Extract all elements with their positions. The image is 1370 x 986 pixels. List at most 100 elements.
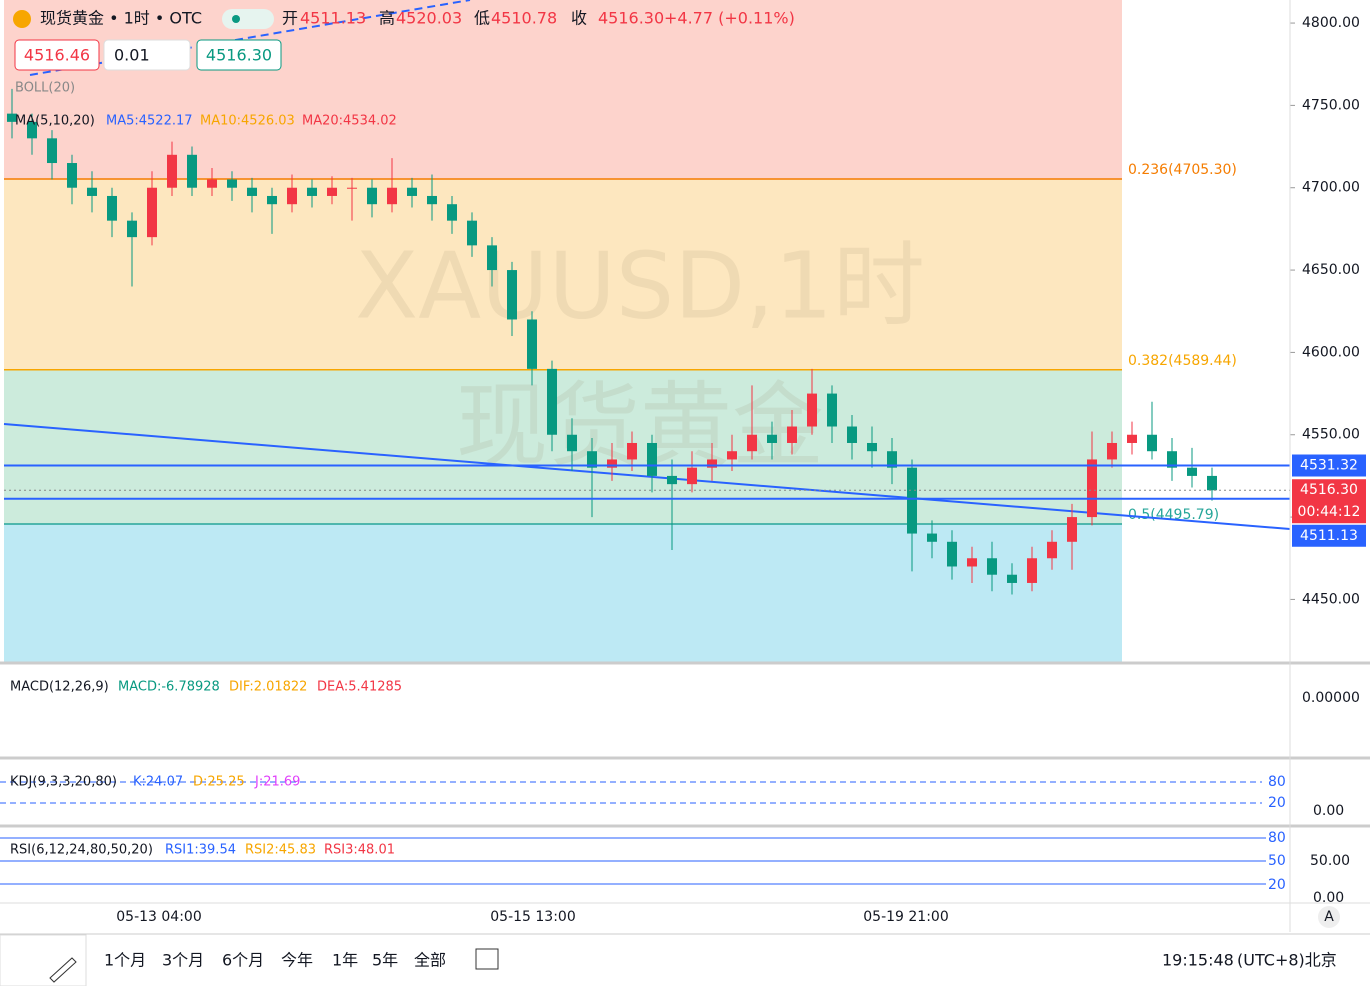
rsi-axis: 50.00: [1310, 853, 1350, 869]
candle-body: [147, 187, 157, 238]
candle-body: [767, 434, 777, 443]
sell-price[interactable]: 4516.46: [24, 46, 90, 65]
close-value: 4516.30: [598, 9, 664, 28]
y-tick-label: 4700.00: [1302, 180, 1360, 196]
buy-price[interactable]: 4516.30: [206, 46, 272, 65]
candle-body: [1007, 574, 1017, 583]
fib-zone: [4, 0, 1122, 180]
candle-body: [907, 467, 917, 534]
candle-body: [627, 442, 637, 460]
candle-body: [1207, 475, 1217, 491]
candle-body: [747, 434, 757, 452]
candle-body: [47, 138, 57, 164]
price-label-box: [1292, 524, 1366, 547]
drawing-tools[interactable]: [0, 934, 87, 986]
symbol[interactable]: 现货黄金 • 1时 • OTC: [40, 9, 202, 28]
market-toggle[interactable]: [222, 9, 274, 29]
buy-box[interactable]: [196, 39, 282, 71]
sell-box[interactable]: [14, 39, 100, 71]
candle-body: [67, 163, 77, 188]
kdj-label: KDJ(9,3,3,20,80): [10, 775, 117, 790]
candle-body: [107, 195, 117, 221]
candle-body: [1127, 434, 1137, 443]
candle-body: [367, 187, 377, 205]
candle-body: [1187, 467, 1197, 476]
x-tick-label: 05-19 21:00: [863, 909, 948, 925]
range-button[interactable]: 3个月: [162, 951, 204, 970]
rsi3: RSI3:48.01: [324, 843, 395, 858]
candle-body: [847, 426, 857, 443]
candle-body: [547, 368, 557, 435]
candle-body: [927, 533, 937, 542]
candle-body: [1027, 558, 1037, 583]
candle-body: [127, 220, 137, 238]
range-button[interactable]: 今年: [281, 951, 313, 970]
boll-label: BOLL(20): [15, 81, 75, 96]
x-tick-label: 05-13 04:00: [116, 909, 201, 925]
pen-icon: [49, 957, 77, 983]
candle-body: [1167, 451, 1177, 468]
high-label: 高: [379, 9, 395, 28]
candle-body: [947, 541, 957, 567]
candle-body: [167, 154, 177, 188]
candle-body: [607, 459, 617, 468]
compare-icon[interactable]: [475, 948, 499, 970]
candle-body: [1047, 541, 1057, 559]
candle-body: [467, 220, 477, 246]
symbol-icon: [13, 10, 31, 28]
candle-body: [587, 451, 597, 468]
candle-body: [87, 187, 97, 196]
open-value: 4511.13: [300, 9, 366, 28]
rsi-label: RSI(6,12,24,80,50,20): [10, 843, 153, 858]
auto-scale-label[interactable]: A: [1324, 909, 1334, 925]
macd-value: MACD:-6.78928: [118, 680, 220, 695]
candle-body: [1067, 517, 1077, 542]
candle-body: [967, 558, 977, 567]
watermark: 现货黄金: [456, 372, 824, 479]
spread-box: [103, 39, 191, 71]
fib-label: 0.382(4589.44): [1128, 353, 1237, 369]
candle-body: [887, 451, 897, 468]
d-value: D:25.25: [193, 775, 245, 790]
change: +4.77 (+0.11%): [664, 9, 795, 28]
candle-body: [827, 393, 837, 427]
fib-zone: [4, 179, 1122, 370]
timezone[interactable]: (UTC+8)北京: [1237, 951, 1337, 970]
candle-body: [867, 442, 877, 452]
candle-body: [307, 187, 317, 196]
high-value: 4520.03: [396, 9, 462, 28]
range-button[interactable]: 1个月: [104, 951, 146, 970]
auto-scale-button[interactable]: [1318, 906, 1340, 928]
kdj-axis: 0.00: [1313, 803, 1344, 819]
candle-body: [647, 442, 657, 476]
range-button[interactable]: 1年: [332, 951, 358, 970]
j-value: J:21.69: [254, 775, 300, 790]
y-tick-label: 4550.00: [1302, 427, 1360, 443]
candle-body: [527, 319, 537, 369]
ma20: MA20:4534.02: [302, 114, 397, 129]
candle-body: [407, 187, 417, 196]
candle-body: [667, 475, 677, 485]
candle-body: [807, 393, 817, 427]
range-button[interactable]: 全部: [414, 951, 446, 970]
price-label-box: [1292, 454, 1366, 477]
x-tick-label: 05-15 13:00: [490, 909, 575, 925]
rsi-level-label: 80: [1268, 830, 1286, 846]
price-label: 4516.30: [1300, 482, 1358, 498]
clock: 19:15:48: [1162, 951, 1234, 970]
watermark: XAUUSD,1时: [355, 232, 925, 339]
candle-body: [227, 179, 237, 188]
candle-body: [707, 459, 717, 468]
y-tick-label: 4650.00: [1302, 262, 1360, 278]
range-button[interactable]: 6个月: [222, 951, 264, 970]
ma-label: MA(5,10,20): [15, 114, 95, 129]
range-button[interactable]: 5年: [372, 951, 398, 970]
candle-body: [787, 426, 797, 443]
rsi-level-label: 20: [1268, 877, 1286, 893]
candle-body: [327, 187, 337, 196]
candle-body: [1147, 434, 1157, 452]
countdown: 00:44:12: [1298, 504, 1361, 520]
kdj-level-label: 20: [1268, 795, 1286, 811]
ma5: MA5:4522.17: [106, 114, 193, 129]
candle-body: [27, 121, 37, 139]
